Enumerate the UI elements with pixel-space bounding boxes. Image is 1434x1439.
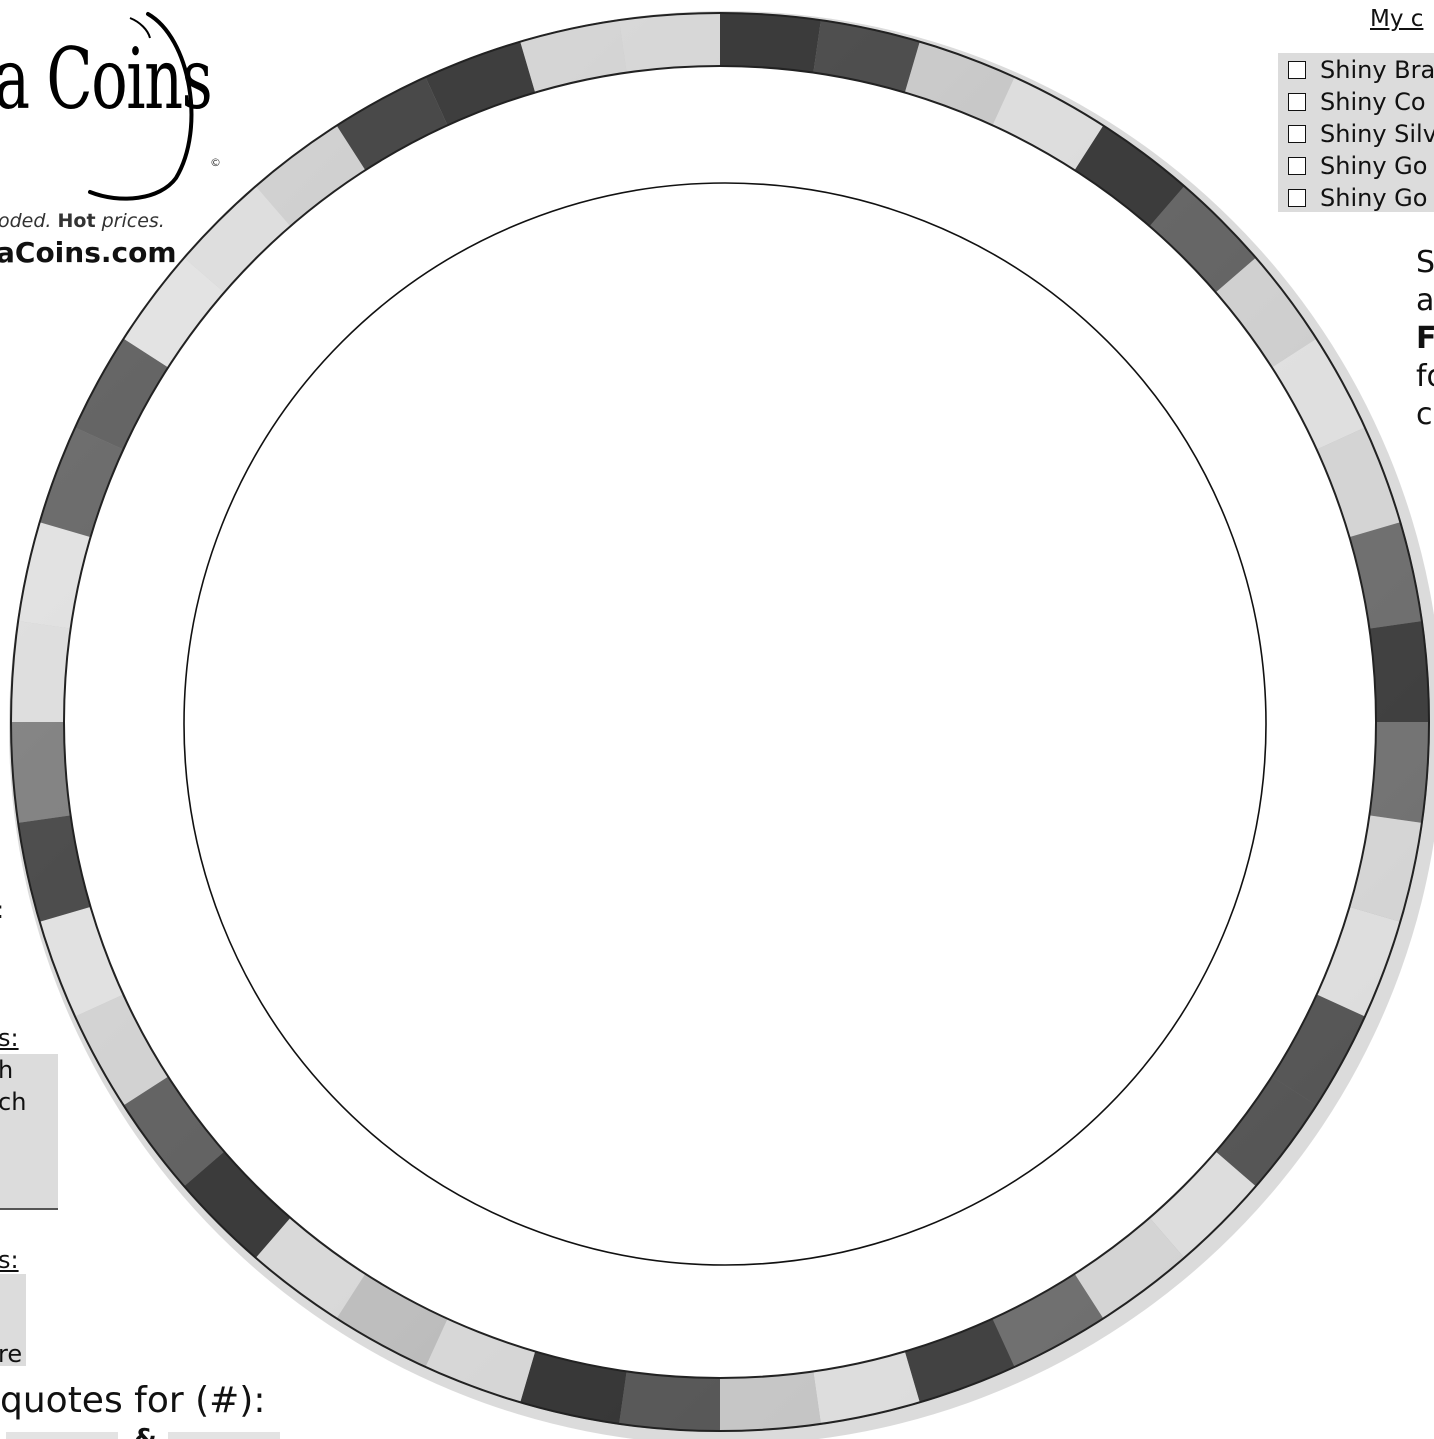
logo-text: a Coins bbox=[0, 30, 213, 128]
option-label: Shiny Co bbox=[1320, 88, 1426, 116]
side-note-line-2: a bbox=[1416, 283, 1434, 318]
coin-rim-band bbox=[123, 257, 225, 368]
section1-label: s: bbox=[0, 1024, 19, 1052]
coin-rim-band bbox=[75, 338, 169, 450]
coin-rim-band bbox=[39, 906, 124, 1017]
tagline: oded. Hot prices. bbox=[0, 210, 165, 232]
coin-rim-band bbox=[1349, 815, 1422, 922]
coin-rim-band bbox=[720, 1371, 821, 1431]
option-shiny-gold-2[interactable]: Shiny Go bbox=[1288, 184, 1427, 212]
option-shiny-brass[interactable]: Shiny Bra bbox=[1288, 56, 1434, 84]
coin-rim-band bbox=[336, 77, 448, 171]
coin-rim-band bbox=[904, 41, 1015, 126]
coin-rim-band bbox=[123, 1076, 225, 1187]
coin-rim-band bbox=[184, 1151, 291, 1258]
option-shiny-silver[interactable]: Shiny Silv bbox=[1288, 120, 1434, 148]
coin-face bbox=[63, 65, 1377, 1379]
option-label: Shiny Go bbox=[1320, 184, 1428, 212]
side-note-line-5: c bbox=[1416, 397, 1433, 432]
quotes-separator: & bbox=[134, 1424, 157, 1439]
section1-box[interactable] bbox=[0, 1054, 58, 1208]
coin-type-heading: My c bbox=[1370, 6, 1424, 32]
coin-rim-band bbox=[425, 41, 536, 126]
coin-rim-band bbox=[1271, 994, 1365, 1106]
side-note-line-3: Fr bbox=[1416, 321, 1434, 356]
coin-rim-band bbox=[75, 994, 169, 1106]
coin-rim-band bbox=[619, 1371, 720, 1431]
coin-rim-band bbox=[1074, 1217, 1185, 1319]
option-label: Shiny Silv bbox=[1320, 120, 1434, 148]
site-url: aCoins.com bbox=[0, 236, 177, 269]
coin-rim-band bbox=[11, 722, 71, 823]
side-note: Se a Fr fo c bbox=[1416, 244, 1434, 434]
coin-rim-band bbox=[18, 815, 91, 922]
coin-rim-band bbox=[992, 1273, 1104, 1367]
left-colon: : bbox=[0, 896, 4, 924]
section1-box-border bbox=[0, 1208, 58, 1210]
section2-box[interactable] bbox=[0, 1274, 26, 1366]
section2-option-1[interactable]: re bbox=[0, 1340, 23, 1368]
checkbox-unchecked-icon[interactable] bbox=[1288, 61, 1306, 79]
coin-rim-band bbox=[11, 621, 71, 722]
section1-option-1[interactable]: h bbox=[0, 1056, 14, 1084]
checkbox-unchecked-icon[interactable] bbox=[1288, 93, 1306, 111]
coin-rim-band bbox=[1369, 621, 1429, 722]
coin-rim-band bbox=[1074, 125, 1185, 227]
tagline-bold: Hot bbox=[57, 210, 96, 232]
logo-copyright: © bbox=[210, 156, 221, 169]
coin-rim-band bbox=[1149, 1151, 1256, 1258]
option-label: Shiny Bra bbox=[1320, 56, 1434, 84]
coin-rim-band bbox=[520, 20, 627, 93]
coin-inner-circle bbox=[183, 182, 1267, 1266]
tagline-pre: oded. bbox=[0, 210, 58, 232]
coin-rim-band bbox=[39, 427, 124, 538]
option-shiny-gold-1[interactable]: Shiny Go bbox=[1288, 152, 1427, 180]
coin-rim-band bbox=[1349, 522, 1422, 629]
coin-rim-band bbox=[520, 1351, 627, 1424]
coin-rim-band bbox=[813, 1351, 920, 1424]
coin-rim-band bbox=[425, 1318, 536, 1403]
coin-rim-band bbox=[18, 522, 91, 629]
coin-rim-band bbox=[720, 13, 821, 73]
section1-option-2[interactable]: ch bbox=[0, 1088, 27, 1116]
coin-rim-band bbox=[813, 20, 920, 93]
side-note-line-1: Se bbox=[1416, 245, 1434, 280]
option-label: Shiny Go bbox=[1320, 152, 1428, 180]
checkbox-unchecked-icon[interactable] bbox=[1288, 125, 1306, 143]
side-note-line-4: fo bbox=[1416, 359, 1434, 394]
coin-rim-band bbox=[904, 1318, 1015, 1403]
coin-rim-band bbox=[1271, 338, 1365, 450]
logo-swirl-icon bbox=[88, 12, 194, 201]
coin-rim-band bbox=[1149, 186, 1256, 293]
tagline-post: prices. bbox=[95, 210, 165, 232]
coin-rim-band bbox=[619, 13, 720, 73]
coin-rim-band bbox=[1316, 427, 1401, 538]
coin-rim-band bbox=[992, 77, 1104, 171]
section2-label: s: bbox=[0, 1246, 19, 1274]
coin-rim-band bbox=[1369, 722, 1429, 823]
checkbox-unchecked-icon[interactable] bbox=[1288, 189, 1306, 207]
coin-rim-band bbox=[1316, 906, 1401, 1017]
checkbox-unchecked-icon[interactable] bbox=[1288, 157, 1306, 175]
quote-field-1[interactable] bbox=[6, 1432, 118, 1439]
quotes-label: quotes for (#): bbox=[0, 1380, 266, 1421]
quote-field-2[interactable] bbox=[168, 1432, 280, 1439]
coin-rim-band bbox=[1215, 257, 1317, 368]
coin-outer-edge bbox=[10, 12, 1430, 1432]
coin-rim-bands bbox=[11, 13, 1429, 1431]
option-shiny-copper[interactable]: Shiny Co bbox=[1288, 88, 1426, 116]
coin-rim-band bbox=[255, 1217, 366, 1319]
coin-rim-band bbox=[184, 186, 291, 293]
coin-rim-band bbox=[336, 1273, 448, 1367]
coin-rim-band bbox=[255, 125, 366, 227]
coin-rim-band bbox=[1215, 1076, 1317, 1187]
